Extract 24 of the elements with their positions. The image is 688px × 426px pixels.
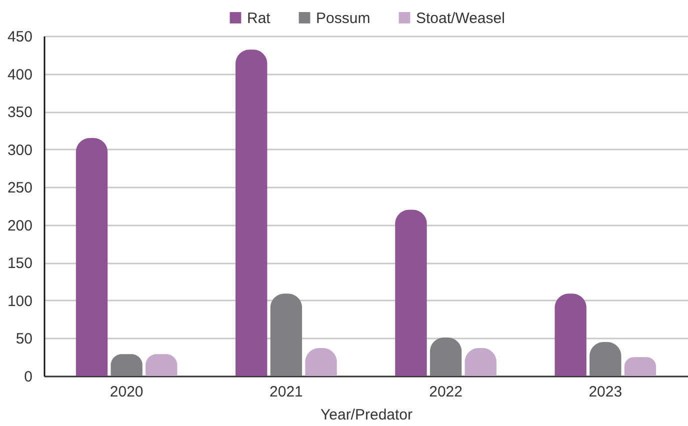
y-tick-label: 400 [7, 66, 32, 84]
y-tick-label: 450 [7, 28, 32, 46]
y-tick-label: 300 [7, 142, 32, 159]
y-tick-label: 250 [7, 180, 32, 197]
x-tick-label: 2021 [270, 384, 303, 400]
x-axis-title: Year/Predator [320, 406, 413, 424]
y-tick-label: 50 [16, 330, 32, 348]
bar [554, 294, 586, 376]
y-tick-label: 100 [7, 292, 32, 310]
bar [236, 50, 268, 376]
y-tick-label: 200 [7, 217, 32, 234]
bar [624, 357, 656, 376]
bar [270, 294, 302, 376]
y-tick-label: 0 [24, 368, 32, 386]
legend-label: Stoat/Weasel [416, 10, 505, 27]
bar [395, 210, 427, 376]
legend-label: Possum [316, 10, 370, 27]
y-tick-label: 150 [7, 255, 32, 272]
y-tick-label: 350 [7, 104, 32, 122]
legend-label: Rat [247, 10, 272, 27]
x-tick-label: 2020 [110, 384, 144, 400]
x-tick-label: 2023 [588, 384, 622, 400]
x-tick-label: 2022 [429, 384, 462, 400]
bar [76, 138, 108, 376]
